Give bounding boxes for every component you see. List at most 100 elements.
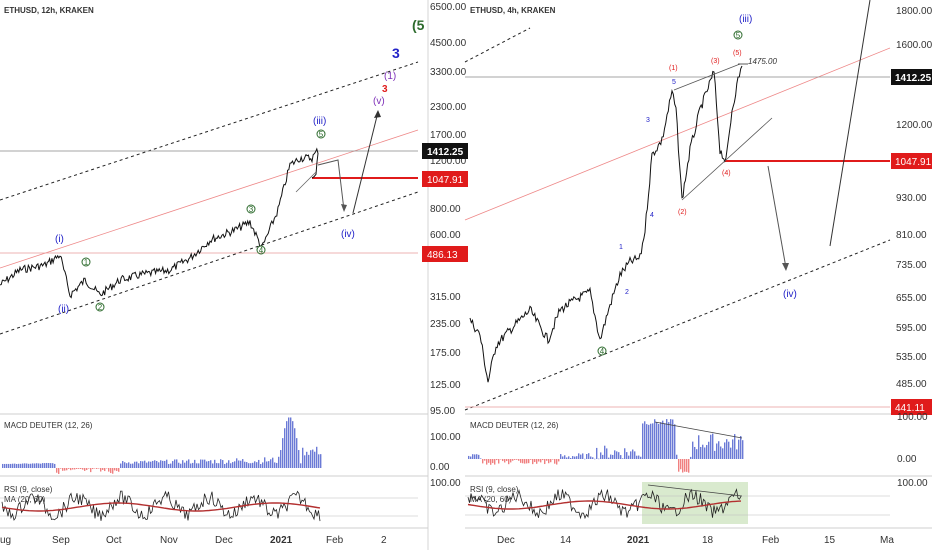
right-channel-lower — [464, 239, 891, 411]
left-macd-bar — [98, 468, 100, 469]
left-price-tick: 1700.00 — [430, 130, 467, 141]
right-rsi-title: RSI (9, close) — [470, 485, 519, 494]
left-macd-bar — [50, 463, 52, 468]
right-macd-bar — [740, 436, 742, 459]
left-macd-bar — [282, 438, 284, 468]
right-macd-bar — [560, 454, 562, 459]
right-rsi-divergence-line — [647, 484, 743, 497]
left-macd-bar — [126, 463, 128, 468]
left-macd-bar — [44, 463, 46, 468]
right-red-tag-a-text: 1047.91 — [895, 157, 932, 168]
left-price-tick: 4500.00 — [430, 38, 467, 49]
left-macd-bar — [24, 463, 26, 468]
left-macd-bar — [100, 468, 102, 472]
left-macd-bar — [262, 462, 264, 468]
right-red-wave-labels: (1) (2) (3) (4) (5) — [669, 50, 742, 216]
right-macd-bar — [676, 454, 678, 459]
left-circle-labels: 5 3 4 1 2 — [81, 129, 326, 312]
right-macd-bar — [710, 434, 712, 459]
right-macd-bar — [500, 459, 502, 460]
right-macd-bar — [522, 459, 524, 464]
left-macd-bar — [296, 438, 298, 468]
left-macd-bar — [132, 463, 134, 468]
right-macd-bar — [638, 455, 640, 459]
right-macd-bar — [712, 433, 714, 459]
left-macd-bar — [190, 463, 192, 468]
right-macd-bar — [628, 455, 630, 459]
right-macd-bar — [588, 453, 590, 459]
left-macd-bar — [208, 461, 210, 468]
right-macd-bar — [598, 458, 600, 460]
right-price-annotation: 1475.00 — [748, 57, 777, 66]
left-wave-ii: (ii) — [58, 304, 69, 315]
left-price-tags: 1412.25 1047.91 486.13 — [422, 143, 468, 262]
right-time-tick: 2021 — [627, 535, 650, 546]
right-macd-bar — [486, 459, 488, 465]
right-macd-bar — [558, 459, 560, 462]
left-macd-bar — [86, 468, 88, 471]
left-macd-bar — [70, 468, 72, 471]
right-macd-bar — [652, 423, 654, 459]
left-macd-bar — [314, 451, 316, 468]
left-time-axis: ug Sep Oct Nov Dec 2021 Feb 2 — [0, 535, 387, 546]
right-macd-bar — [574, 456, 576, 459]
left-circle-1 — [81, 257, 91, 267]
left-red-tag-a — [422, 171, 468, 187]
right-macd-bar — [550, 459, 552, 463]
left-macd-bar — [40, 463, 42, 468]
left-macd-bar — [310, 450, 312, 468]
left-macd-bar — [4, 463, 6, 468]
left-price-series — [0, 147, 319, 299]
left-macd-bar — [82, 468, 84, 470]
right-macd-bar — [698, 435, 700, 459]
right-wave-p4: (4) — [722, 170, 731, 177]
right-macd-bar — [728, 441, 730, 459]
right-macd-bar — [610, 454, 612, 459]
left-macd-bar — [154, 460, 156, 468]
right-macd-bar — [602, 454, 604, 459]
left-macd-bar — [170, 463, 172, 468]
right-macd-bar — [498, 459, 500, 464]
right-circle-5 — [733, 30, 743, 40]
left-time-tick: 2021 — [270, 535, 293, 546]
right-macd-bar — [738, 439, 740, 459]
right-macd-bar — [520, 459, 522, 463]
right-macd-bar — [572, 456, 574, 459]
left-price-axis: 6500.00 4500.00 3300.00 2300.00 1700.00 1200.… — [430, 2, 467, 417]
right-macd-bar — [502, 459, 504, 462]
left-macd-bar — [304, 455, 306, 468]
right-macd-bar — [650, 423, 652, 459]
left-rsi-ma-label: MA (20, 60) — [4, 495, 46, 504]
left-macd-bar — [226, 462, 228, 468]
right-macd-bar — [548, 459, 550, 464]
right-time-tick: Ma — [880, 535, 894, 546]
left-macd-bar — [6, 463, 8, 468]
left-macd-bar — [112, 468, 114, 474]
right-time-tick: 15 — [824, 535, 836, 546]
right-time-tick: Feb — [762, 535, 780, 546]
left-macd-bar — [184, 462, 186, 468]
left-macd-bar — [236, 458, 238, 468]
left-macd-bar — [242, 459, 244, 468]
left-arrow-head — [341, 204, 347, 212]
left-price-tick: 125.00 — [430, 380, 461, 391]
right-macd-bar — [544, 459, 546, 465]
right-macd-bar — [468, 455, 470, 459]
right-macd-bar — [534, 459, 536, 463]
left-macd-bar — [200, 459, 202, 468]
right-macd-bar — [540, 459, 542, 463]
right-macd-bar — [568, 456, 570, 459]
right-macd-bar — [730, 447, 732, 459]
left-wave-i: (i) — [55, 234, 64, 245]
right-chart-header: ETHUSD, 4h, KRAKEN — [470, 6, 556, 15]
left-macd-bar — [58, 468, 60, 474]
left-triangle-line — [295, 171, 317, 193]
right-macd-bar — [618, 452, 620, 459]
left-macd-bar — [244, 461, 246, 468]
right-circle-5-label: 5 — [736, 31, 741, 40]
left-macd-bar — [30, 463, 32, 468]
right-macd-bar — [612, 454, 614, 459]
right-blue-wave-labels: 1 2 3 4 5 — [619, 79, 676, 296]
right-macd-bar — [576, 456, 578, 459]
right-macd-bar — [674, 424, 676, 459]
